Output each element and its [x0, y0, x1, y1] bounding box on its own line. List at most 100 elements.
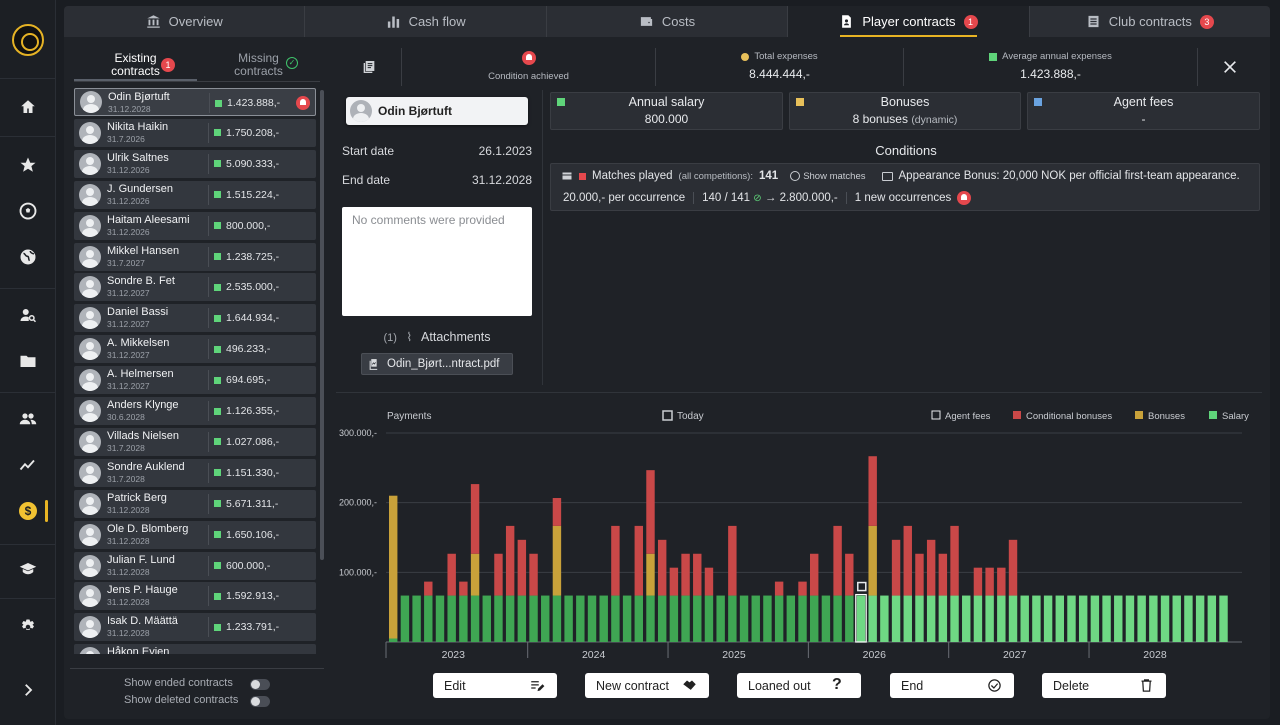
tab-costs[interactable]: Costs: [547, 6, 789, 37]
attachment-file[interactable]: Odin_Bjørt...ntract.pdf: [361, 353, 513, 375]
comments-box[interactable]: No comments were provided: [342, 207, 532, 316]
conditional-bonus-bar[interactable]: [529, 553, 538, 596]
subtab-missing-contracts[interactable]: Missing contracts ✓: [197, 48, 320, 81]
salary-bar[interactable]: [926, 595, 936, 642]
close-icon[interactable]: [1222, 59, 1238, 75]
player-row[interactable]: A. Helmersen 31.12.2027 694.695,-: [74, 366, 316, 395]
salary-bar[interactable]: [821, 595, 831, 642]
salary-bar[interactable]: [1032, 595, 1041, 642]
conditional-bonus-bar[interactable]: [657, 539, 667, 596]
scout-search-icon[interactable]: [14, 301, 42, 329]
new-contract-button[interactable]: New contract: [585, 673, 709, 698]
salary-bar[interactable]: [1184, 595, 1193, 642]
player-row[interactable]: Jens P. Hauge 31.12.2028 1.592.913,-: [74, 582, 316, 611]
salary-bar[interactable]: [1043, 595, 1053, 642]
salary-bar[interactable]: [1055, 595, 1065, 642]
salary-bar[interactable]: [693, 595, 702, 642]
player-row[interactable]: Mikkel Hansen 31.7.2027 1.238.725,-: [74, 242, 316, 271]
salary-bar[interactable]: [739, 595, 749, 642]
conditional-bonus-bar[interactable]: [950, 525, 959, 596]
salary-bar[interactable]: [716, 595, 725, 642]
conditional-bonus-bar[interactable]: [938, 553, 948, 596]
player-row[interactable]: A. Mikkelsen 31.12.2027 496.233,-: [74, 335, 316, 364]
list-scrollbar[interactable]: [320, 90, 324, 560]
conditional-bonus-bar[interactable]: [915, 553, 924, 596]
conditional-bonus-bar[interactable]: [669, 567, 679, 596]
salary-bar[interactable]: [1137, 595, 1146, 642]
salary-bar[interactable]: [1020, 595, 1029, 642]
conditional-bonus-bar[interactable]: [494, 553, 503, 596]
club-logo[interactable]: [12, 24, 44, 56]
player-row[interactable]: Håkon Evjen: [74, 644, 316, 654]
salary-bar[interactable]: [505, 595, 515, 642]
condition-item[interactable]: Matches played (all competitions): 141 S…: [550, 163, 1260, 211]
conditional-bonus-bar[interactable]: [681, 553, 690, 596]
conditional-bonus-bar[interactable]: [891, 539, 901, 596]
salary-bar[interactable]: [541, 595, 550, 642]
salary-bar[interactable]: [880, 595, 889, 642]
delete-button[interactable]: Delete: [1042, 673, 1166, 698]
show-deleted-toggle[interactable]: [250, 696, 270, 707]
player-row[interactable]: Patrick Berg 31.12.2028 5.671.311,-: [74, 489, 316, 518]
today-button[interactable]: Today: [662, 410, 704, 422]
conditional-bonus-bar[interactable]: [997, 567, 1006, 596]
salary-bar[interactable]: [856, 595, 866, 642]
conditional-bonus-bar[interactable]: [833, 525, 842, 596]
salary-bar[interactable]: [447, 595, 456, 642]
show-matches-link[interactable]: Show matches: [790, 171, 866, 182]
subtab-existing-contracts[interactable]: Existing contracts 1: [74, 48, 197, 81]
edit-button[interactable]: Edit: [433, 673, 557, 698]
conditional-bonus-bar[interactable]: [634, 525, 644, 596]
salary-bar[interactable]: [599, 595, 608, 642]
salary-bar[interactable]: [1207, 595, 1217, 642]
conditional-bonus-bar[interactable]: [973, 567, 983, 596]
salary-bar[interactable]: [1008, 595, 1018, 642]
salary-bar[interactable]: [728, 595, 737, 642]
salary-bar[interactable]: [903, 595, 912, 642]
football-icon[interactable]: [14, 197, 42, 225]
conditional-bonus-bar[interactable]: [810, 553, 819, 596]
salary-bar[interactable]: [517, 595, 527, 642]
salary-bar[interactable]: [389, 638, 398, 642]
star-icon[interactable]: [14, 151, 42, 179]
salary-bar[interactable]: [1160, 595, 1170, 642]
salary-bar[interactable]: [1125, 595, 1135, 642]
salary-bar[interactable]: [1067, 595, 1076, 642]
salary-bar[interactable]: [576, 595, 585, 642]
conditional-bonus-bar[interactable]: [1008, 539, 1018, 596]
salary-bar[interactable]: [1172, 595, 1181, 642]
finance-dollar-icon[interactable]: $: [14, 497, 42, 525]
player-row[interactable]: Haitam Aleesami 31.12.2026 800.000,-: [74, 211, 316, 240]
trend-chart-icon[interactable]: [14, 451, 42, 479]
salary-bar[interactable]: [564, 595, 573, 642]
salary-bar[interactable]: [763, 595, 772, 642]
settings-gear-icon[interactable]: [14, 613, 42, 641]
show-ended-toggle[interactable]: [250, 679, 270, 690]
salary-bar[interactable]: [1102, 595, 1111, 642]
player-row[interactable]: Anders Klynge 30.6.2028 1.126.355,-: [74, 397, 316, 425]
salary-bar[interactable]: [646, 595, 655, 642]
conditional-bonus-bar[interactable]: [704, 567, 714, 596]
salary-bar[interactable]: [973, 595, 983, 642]
bonus-bar[interactable]: [868, 525, 877, 596]
tab-overview[interactable]: Overview: [64, 6, 306, 37]
salary-bar[interactable]: [622, 595, 632, 642]
conditional-bonus-bar[interactable]: [926, 539, 936, 596]
bonus-bar[interactable]: [470, 553, 480, 596]
salary-bar[interactable]: [774, 595, 784, 642]
salary-bar[interactable]: [798, 595, 807, 642]
conditional-bonus-bar[interactable]: [646, 470, 655, 554]
conditional-bonus-bar[interactable]: [728, 525, 737, 596]
salary-bar[interactable]: [669, 595, 679, 642]
salary-bar[interactable]: [681, 595, 690, 642]
salary-bar[interactable]: [400, 595, 410, 642]
folder-icon[interactable]: [14, 347, 42, 375]
bonuses-card[interactable]: Bonuses 8 bonuses (dynamic): [789, 92, 1021, 130]
conditional-bonus-bar[interactable]: [552, 498, 562, 526]
conditional-bonus-bar[interactable]: [517, 539, 527, 596]
player-row[interactable]: J. Gundersen 31.12.2026 1.515.224,-: [74, 180, 316, 209]
player-row[interactable]: Isak D. Määttä 31.12.2028 1.233.791,-: [74, 613, 316, 642]
conditional-bonus-bar[interactable]: [845, 553, 854, 596]
tab-player-contracts[interactable]: Player contracts 1: [788, 6, 1030, 37]
conditional-bonus-bar[interactable]: [798, 581, 807, 596]
